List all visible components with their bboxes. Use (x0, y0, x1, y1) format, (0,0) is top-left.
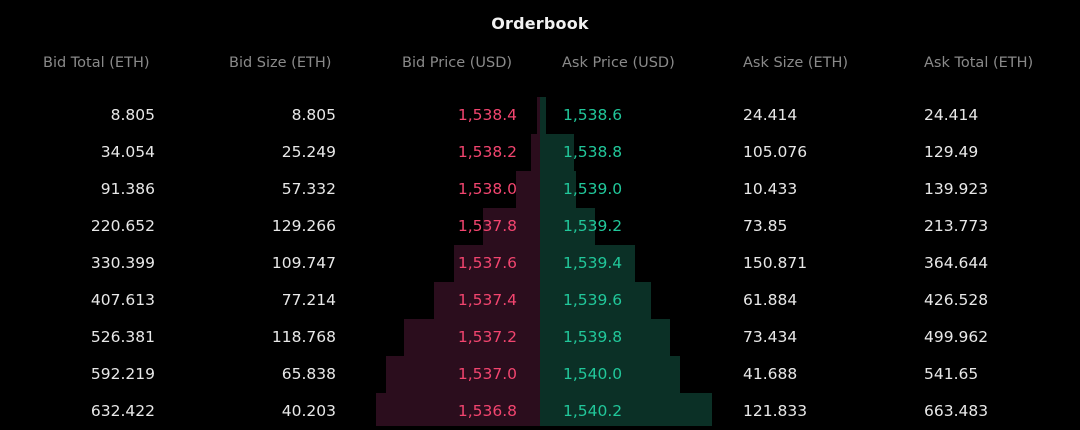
bid-price-cell: 1,538.0 (457, 180, 517, 198)
ask-size-cell: 105.076 (743, 143, 808, 161)
orderbook-title: Orderbook (491, 14, 589, 33)
orderbook-row[interactable]: 526.381 118.768 1,537.2 1,539.8 73.434 499.96… (0, 319, 1080, 356)
bid-total-cell: 220.652 (90, 217, 155, 235)
ask-total-cell: 499.962 (924, 328, 989, 346)
orderbook-row[interactable]: 8.805 8.805 1,538.4 1,538.6 24.414 24.414 (0, 97, 1080, 134)
bid-total-cell: 91.386 (100, 180, 155, 198)
orderbook-row[interactable]: 632.422 40.203 1,536.8 1,540.2 121.833 663.48… (0, 393, 1080, 430)
bid-price-cell: 1,537.6 (457, 254, 517, 272)
bid-price-cell: 1,537.2 (457, 328, 517, 346)
orderbook-row[interactable]: 592.219 65.838 1,537.0 1,540.0 41.688 541.65 (0, 356, 1080, 393)
ask-price-cell: 1,539.8 (563, 328, 623, 346)
bid-size-cell: 129.266 (271, 217, 336, 235)
bid-size-cell: 25.249 (281, 143, 336, 161)
orderbook-row[interactable]: 91.386 57.332 1,538.0 1,539.0 10.433 139.923 (0, 171, 1080, 208)
bid-price-cell: 1,536.8 (457, 402, 517, 420)
ask-total-cell: 129.49 (924, 143, 979, 161)
ask-size-cell: 73.85 (743, 217, 788, 235)
bid-size-cell: 8.805 (291, 106, 336, 124)
ask-size-cell: 24.414 (743, 106, 798, 124)
bid-total-cell: 8.805 (110, 106, 155, 124)
ask-price-cell: 1,539.0 (563, 180, 623, 198)
bid-total-cell: 526.381 (90, 328, 155, 346)
bid-size-cell: 40.203 (281, 402, 336, 420)
ask-total-cell: 663.483 (924, 402, 989, 420)
bid-price-cell: 1,537.8 (457, 217, 517, 235)
header-bid-total: Bid Total (ETH) (43, 55, 150, 71)
ask-total-cell: 24.414 (924, 106, 979, 124)
ask-price-cell: 1,540.0 (563, 365, 623, 383)
ask-total-cell: 541.65 (924, 365, 979, 383)
header-ask-total: Ask Total (ETH) (924, 55, 1034, 71)
bid-total-cell: 632.422 (90, 402, 155, 420)
bid-total-cell: 592.219 (90, 365, 155, 383)
bid-total-cell: 34.054 (100, 143, 155, 161)
ask-price-cell: 1,539.6 (563, 291, 623, 309)
bid-size-cell: 109.747 (271, 254, 336, 272)
header-bid-size: Bid Size (ETH) (229, 55, 332, 71)
ask-total-cell: 139.923 (924, 180, 989, 198)
ask-size-cell: 61.884 (743, 291, 798, 309)
ask-price-cell: 1,539.2 (563, 217, 623, 235)
bid-size-cell: 77.214 (281, 291, 336, 309)
ask-price-cell: 1,538.6 (563, 106, 623, 124)
header-ask-size: Ask Size (ETH) (743, 55, 849, 71)
ask-size-cell: 121.833 (743, 402, 808, 420)
ask-size-cell: 73.434 (743, 328, 798, 346)
ask-size-cell: 150.871 (743, 254, 808, 272)
bid-price-cell: 1,538.4 (457, 106, 517, 124)
header-bid-price: Bid Price (USD) (402, 55, 513, 71)
orderbook-row[interactable]: 220.652 129.266 1,537.8 1,539.2 73.85 213.773 (0, 208, 1080, 245)
ask-size-cell: 41.688 (743, 365, 798, 383)
ask-price-cell: 1,540.2 (563, 402, 623, 420)
ask-total-cell: 426.528 (924, 291, 989, 309)
bid-price-cell: 1,538.2 (457, 143, 517, 161)
bid-price-cell: 1,537.0 (457, 365, 517, 383)
ask-total-cell: 213.773 (924, 217, 989, 235)
orderbook-row[interactable]: 34.054 25.249 1,538.2 1,538.8 105.076 129.49 (0, 134, 1080, 171)
bid-size-cell: 65.838 (281, 365, 336, 383)
bid-total-cell: 407.613 (90, 291, 155, 309)
ask-size-cell: 10.433 (743, 180, 798, 198)
header-ask-price: Ask Price (USD) (562, 55, 675, 71)
ask-price-cell: 1,539.4 (563, 254, 623, 272)
bid-size-cell: 57.332 (281, 180, 336, 198)
bid-price-cell: 1,537.4 (457, 291, 517, 309)
orderbook-row[interactable]: 407.613 77.214 1,537.4 1,539.6 61.884 426.528 (0, 282, 1080, 319)
orderbook-row[interactable]: 330.399 109.747 1,537.6 1,539.4 150.871 364.6… (0, 245, 1080, 282)
ask-price-cell: 1,538.8 (563, 143, 623, 161)
bid-size-cell: 118.768 (271, 328, 336, 346)
bid-total-cell: 330.399 (90, 254, 155, 272)
ask-total-cell: 364.644 (924, 254, 989, 272)
